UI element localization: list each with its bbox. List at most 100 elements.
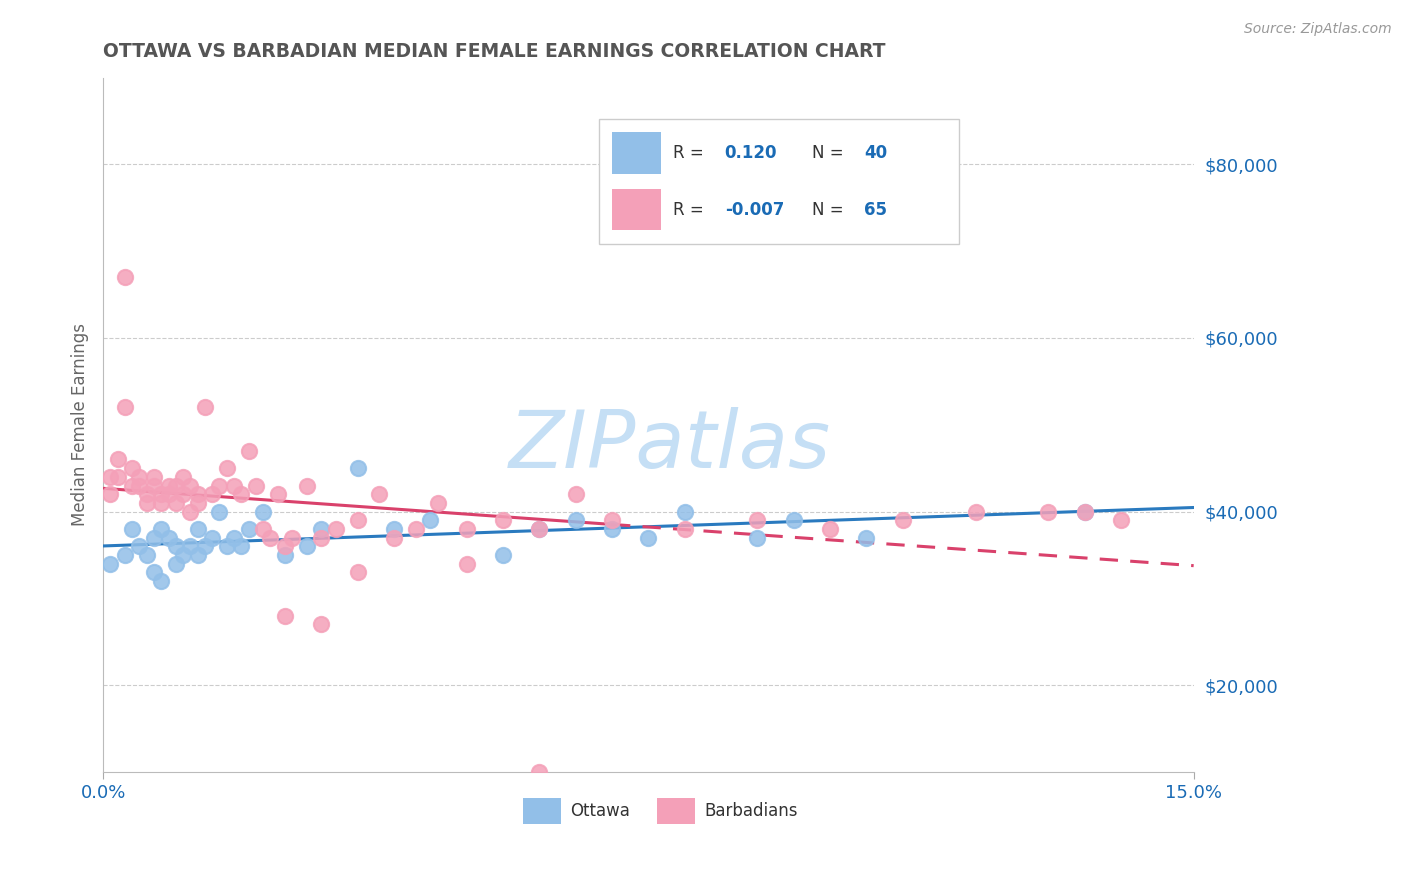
Point	[368, 487, 391, 501]
Point	[456, 557, 478, 571]
Point	[187, 487, 209, 501]
Point	[100, 557, 122, 571]
Point	[114, 401, 136, 415]
Point	[325, 522, 347, 536]
Point	[564, 487, 586, 501]
FancyBboxPatch shape	[657, 797, 696, 824]
Point	[637, 531, 659, 545]
Point	[492, 513, 515, 527]
Text: 65: 65	[865, 201, 887, 219]
Point	[274, 608, 297, 623]
Point	[1109, 513, 1132, 527]
Text: -0.007: -0.007	[724, 201, 785, 219]
Point	[222, 478, 245, 492]
Point	[201, 531, 224, 545]
Point	[346, 461, 368, 475]
Point	[231, 487, 253, 501]
Point	[208, 478, 231, 492]
Point	[252, 522, 274, 536]
Point	[143, 478, 166, 492]
Point	[187, 496, 209, 510]
Point	[426, 496, 449, 510]
Text: 0.120: 0.120	[724, 145, 778, 162]
Point	[215, 539, 238, 553]
Point	[419, 513, 441, 527]
Point	[818, 522, 841, 536]
Point	[231, 539, 253, 553]
Point	[295, 539, 318, 553]
Point	[600, 513, 623, 527]
Point	[107, 470, 129, 484]
Point	[179, 539, 201, 553]
Point	[238, 443, 260, 458]
Point	[309, 531, 332, 545]
Point	[107, 452, 129, 467]
Point	[492, 548, 515, 562]
Point	[529, 764, 551, 779]
Point	[172, 487, 194, 501]
Point	[143, 566, 166, 580]
Text: OTTAWA VS BARBADIAN MEDIAN FEMALE EARNINGS CORRELATION CHART: OTTAWA VS BARBADIAN MEDIAN FEMALE EARNIN…	[103, 42, 886, 61]
Point	[1038, 505, 1060, 519]
Point	[382, 531, 405, 545]
Point	[266, 487, 288, 501]
Point	[281, 531, 304, 545]
Point	[194, 539, 217, 553]
Point	[673, 522, 696, 536]
Text: Barbadians: Barbadians	[704, 802, 797, 820]
Point	[114, 548, 136, 562]
FancyBboxPatch shape	[613, 189, 661, 230]
Point	[529, 522, 551, 536]
Text: N =: N =	[813, 201, 849, 219]
Text: R =: R =	[673, 201, 710, 219]
Point	[100, 487, 122, 501]
Point	[187, 522, 209, 536]
Text: Ottawa: Ottawa	[569, 802, 630, 820]
Point	[135, 496, 157, 510]
Point	[121, 478, 143, 492]
Y-axis label: Median Female Earnings: Median Female Earnings	[72, 323, 89, 526]
Point	[208, 505, 231, 519]
Point	[150, 574, 173, 588]
FancyBboxPatch shape	[613, 132, 661, 174]
Point	[891, 513, 914, 527]
Point	[747, 531, 769, 545]
Point	[165, 539, 187, 553]
Point	[121, 522, 143, 536]
Point	[855, 531, 877, 545]
Text: R =: R =	[673, 145, 710, 162]
Point	[309, 617, 332, 632]
Point	[245, 478, 267, 492]
Text: N =: N =	[813, 145, 849, 162]
Point	[194, 401, 217, 415]
Point	[121, 461, 143, 475]
Point	[157, 487, 180, 501]
Point	[114, 270, 136, 285]
Point	[346, 513, 368, 527]
FancyBboxPatch shape	[599, 120, 959, 244]
Point	[456, 522, 478, 536]
Point	[1073, 505, 1095, 519]
Point	[215, 461, 238, 475]
Point	[187, 548, 209, 562]
Point	[150, 496, 173, 510]
Point	[150, 522, 173, 536]
Point	[747, 513, 769, 527]
Point	[600, 522, 623, 536]
Point	[1073, 505, 1095, 519]
Point	[274, 539, 297, 553]
Point	[128, 478, 150, 492]
Point	[201, 487, 224, 501]
Point	[179, 478, 201, 492]
Point	[172, 470, 194, 484]
Point	[172, 548, 194, 562]
Point	[165, 557, 187, 571]
Point	[143, 470, 166, 484]
Point	[165, 478, 187, 492]
Point	[965, 505, 987, 519]
Point	[100, 470, 122, 484]
Point	[405, 522, 427, 536]
Point	[783, 513, 806, 527]
Point	[238, 522, 260, 536]
Point	[143, 531, 166, 545]
